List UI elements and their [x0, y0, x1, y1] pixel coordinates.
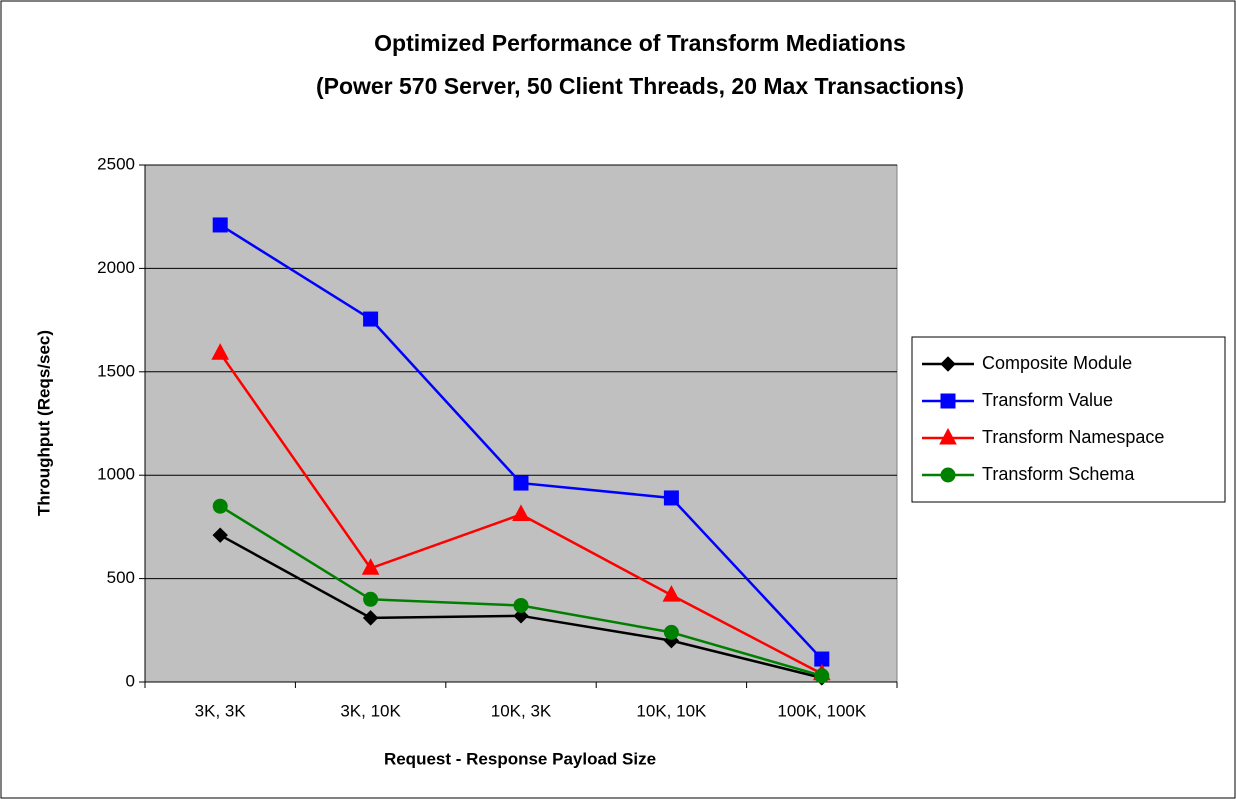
- data-point: [212, 498, 228, 514]
- x-axis-title: Request - Response Payload Size: [384, 749, 656, 768]
- data-point: [512, 504, 530, 521]
- data-point: [513, 608, 529, 624]
- chart-subtitle: (Power 570 Server, 50 Client Threads, 20…: [316, 73, 964, 99]
- data-point: [814, 668, 830, 684]
- data-point: [212, 217, 228, 233]
- data-point: [663, 624, 679, 640]
- y-tick-label: 2500: [97, 154, 135, 173]
- y-tick-label: 2000: [97, 258, 135, 277]
- legend-label: Transform Value: [982, 390, 1113, 410]
- data-point: [513, 475, 529, 491]
- data-point: [513, 597, 529, 613]
- data-point: [663, 490, 679, 506]
- data-point: [362, 610, 379, 626]
- legend-label: Transform Namespace: [982, 427, 1164, 447]
- y-axis-title: Throughput (Reqs/sec): [34, 330, 53, 516]
- data-point: [363, 311, 379, 327]
- legend-marker: [940, 393, 956, 409]
- x-tick-label: 3K, 10K: [340, 701, 401, 720]
- legend-label: Transform Schema: [982, 464, 1135, 484]
- data-point: [662, 585, 681, 602]
- legend-marker: [939, 427, 957, 445]
- data-point: [211, 343, 230, 360]
- x-tick-label: 10K, 3K: [491, 701, 552, 720]
- legend-label: Composite Module: [982, 353, 1132, 373]
- data-point: [363, 591, 379, 607]
- y-tick-label: 1000: [97, 465, 135, 484]
- chart-title: Optimized Performance of Transform Media…: [374, 30, 906, 56]
- data-point: [361, 558, 380, 575]
- legend-marker: [940, 356, 956, 372]
- x-tick-label: 3K, 3K: [195, 701, 247, 720]
- y-tick-label: 0: [126, 671, 135, 690]
- y-tick-label: 1500: [97, 361, 135, 380]
- legend-marker: [940, 467, 956, 483]
- x-tick-label: 100K, 100K: [777, 701, 867, 720]
- x-tick-label: 10K, 10K: [636, 701, 707, 720]
- data-point: [212, 527, 228, 543]
- y-tick-label: 500: [107, 568, 135, 587]
